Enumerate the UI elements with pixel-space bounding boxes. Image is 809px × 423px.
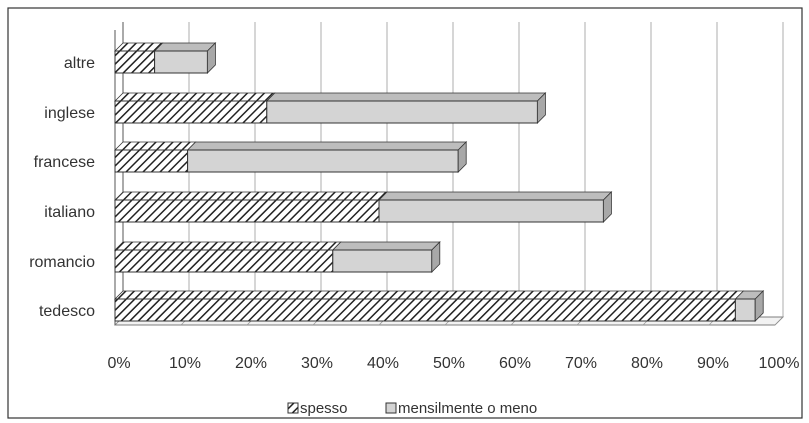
bar-altre-mensilmente o meno xyxy=(154,50,208,74)
bar-romancio-mensilmente o meno xyxy=(332,249,433,273)
legend-swatch-spesso xyxy=(287,402,299,414)
bar-top-italiano-1 xyxy=(378,191,613,201)
bar-side-inglese xyxy=(537,92,546,124)
bar-side-tedesco xyxy=(754,290,764,322)
bar-side-italiano xyxy=(603,191,612,223)
bar-group-inglese xyxy=(114,92,547,124)
bar-top-tedesco-0 xyxy=(114,290,745,300)
legend-label-spesso: spesso xyxy=(300,400,348,417)
bar-tedesco-spesso xyxy=(114,298,736,322)
category-label-francese: francese xyxy=(34,154,95,171)
x-tick-label: 60% xyxy=(499,355,531,372)
bar-top-romancio-0 xyxy=(114,241,342,251)
x-tick-label: 40% xyxy=(367,355,399,372)
bar-top-italiano-0 xyxy=(114,191,388,201)
bar-group-tedesco xyxy=(114,290,765,322)
bar-inglese-spesso xyxy=(114,100,268,124)
bar-top-francese-1 xyxy=(186,141,468,151)
bar-top-francese-0 xyxy=(114,141,197,151)
bar-italiano-mensilmente o meno xyxy=(378,199,604,223)
x-tick-label: 90% xyxy=(697,355,729,372)
x-tick-label: 100% xyxy=(759,355,800,372)
bar-francese-spesso xyxy=(114,149,189,173)
bar-altre-spesso xyxy=(114,50,156,74)
x-tick-label: 70% xyxy=(565,355,597,372)
legend-swatch-mensilmente xyxy=(385,402,397,414)
x-tick-label: 80% xyxy=(631,355,663,372)
category-label-inglese: inglese xyxy=(44,105,95,122)
bar-top-inglese-0 xyxy=(114,92,276,102)
bar-top-altre-1 xyxy=(153,42,217,52)
x-tick-label: 50% xyxy=(433,355,465,372)
bar-top-inglese-1 xyxy=(265,92,547,102)
category-label-romancio: romancio xyxy=(29,254,95,271)
bar-side-romancio xyxy=(431,241,441,273)
bars xyxy=(114,42,765,322)
bar-top-romancio-1 xyxy=(331,241,441,251)
bar-group-romancio xyxy=(114,241,441,273)
bar-tedesco-mensilmente o meno xyxy=(734,298,756,322)
legend: spesso mensilmente o meno xyxy=(287,400,537,417)
x-tick-label: 20% xyxy=(235,355,267,372)
gridline-floor xyxy=(774,316,784,326)
x-tick-label: 10% xyxy=(169,355,201,372)
category-labels: altre inglese francese italiano romancio tede… xyxy=(29,55,95,320)
bar-group-italiano xyxy=(114,191,613,223)
legend-label-mensilmente: mensilmente o meno xyxy=(398,400,537,417)
category-label-altre: altre xyxy=(64,55,95,72)
bar-side-altre xyxy=(206,42,216,74)
x-tick-label: 30% xyxy=(301,355,333,372)
category-label-tedesco: tedesco xyxy=(39,303,95,320)
bar-italiano-spesso xyxy=(114,199,380,223)
x-tick-labels: 0% 10% 20% 30% 40% 50% 60% 70% 80% 90% 100% xyxy=(107,355,799,372)
x-tick-label: 0% xyxy=(107,355,130,372)
bar-francese-mensilmente o meno xyxy=(187,149,459,173)
bar-side-francese xyxy=(457,141,467,173)
category-label-italiano: italiano xyxy=(44,204,95,221)
bar-romancio-spesso xyxy=(114,249,334,273)
bar-inglese-mensilmente o meno xyxy=(266,100,538,124)
bar-group-altre xyxy=(114,42,217,74)
bar-group-francese xyxy=(114,141,468,173)
